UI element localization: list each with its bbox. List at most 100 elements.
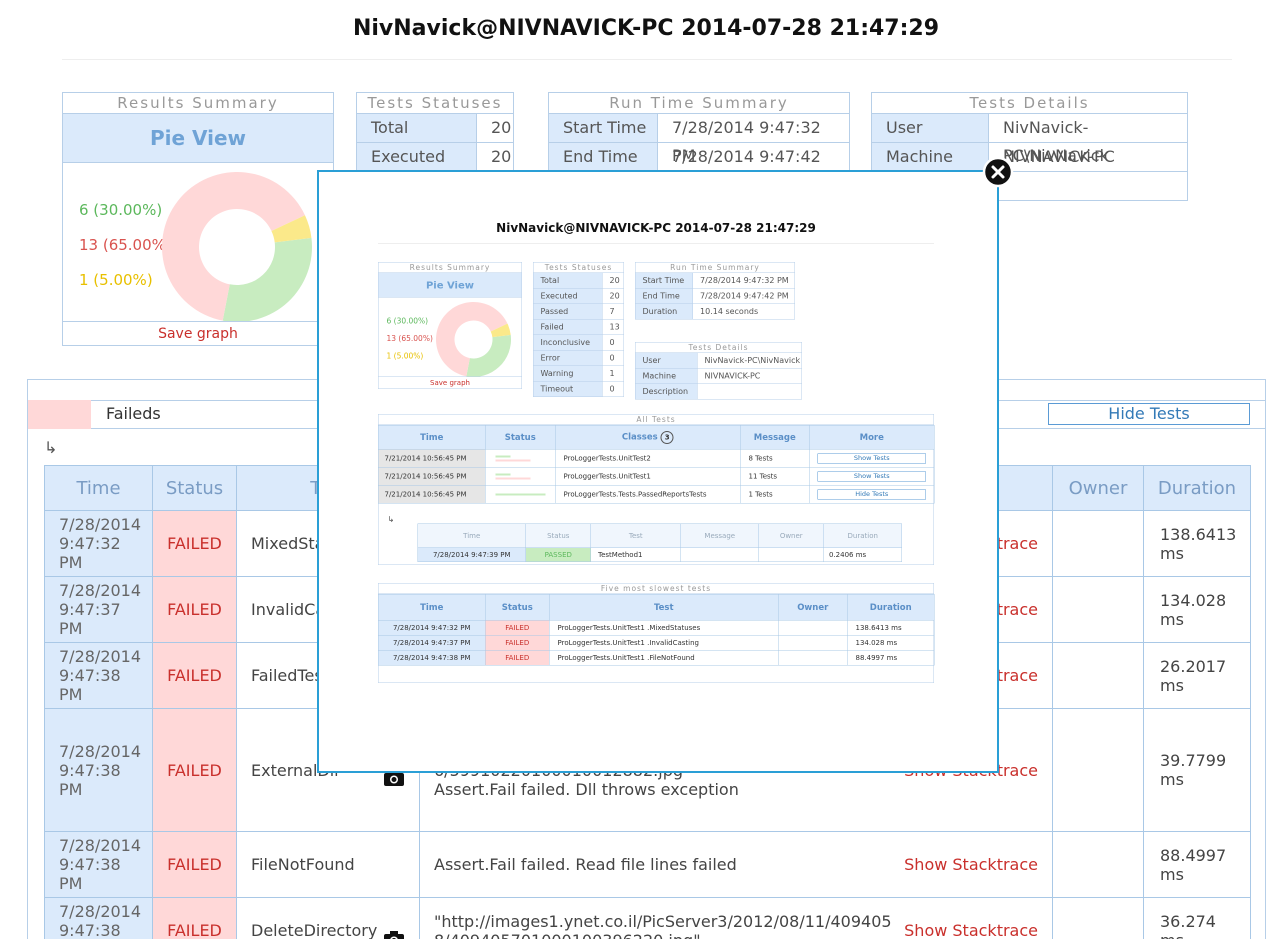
duration-cell: 0.2406 ms [823, 547, 902, 562]
column-header: Owner [758, 523, 824, 548]
box-title: Tests Statuses [357, 93, 513, 114]
time-cell: 7/28/2014 9:47:37 PM [378, 635, 486, 651]
class-count: 3 [660, 430, 674, 444]
column-header: Test [590, 523, 681, 548]
info-value: 7/28/2014 9:47:42 PM [672, 147, 821, 194]
show-tests-button[interactable]: Show Tests [817, 453, 926, 464]
sub-table: Time Status Test Message Owner Duration 7/28/2… [417, 523, 902, 562]
info-row: Timeout 0 [533, 381, 624, 397]
column-header: Classes 3 [555, 425, 741, 450]
info-row: Machine NIVNAVICK-PC [872, 143, 1187, 172]
message: Assert.Fail failed. Read file lines fail… [434, 855, 904, 874]
status-cell [485, 449, 556, 468]
box-title: Run Time Summary [635, 263, 795, 273]
duration-cell: 138.6413 ms [847, 620, 935, 636]
box-title: Tests Details [872, 93, 1187, 114]
info-row: Start Time 7/28/2014 9:47:32 PM [635, 273, 795, 289]
slow-row: 7/28/2014 9:47:32 PM FAILED ProLoggerTests… [378, 620, 935, 636]
info-box: Tests Details User NivNavick-PC\NivNavick M… [635, 342, 802, 400]
test-row: 7/28/2014 9:47:38 PM FAILED FileNotFound As… [44, 831, 1251, 898]
time-cell: 7/28/2014 9:47:37 PM [44, 576, 153, 643]
camera-icon[interactable] [383, 930, 405, 939]
column-header: Owner [778, 594, 848, 621]
info-value: 10.14 seconds [700, 306, 759, 317]
column-header: Message [680, 523, 759, 548]
info-label: Executed [357, 143, 477, 171]
info-label: Start Time [549, 114, 658, 142]
camera-lens-inner [391, 777, 397, 782]
info-row: Machine NIVNAVICK-PC [635, 368, 802, 384]
expand-arrow: ↳ [387, 514, 395, 525]
info-label: Total [357, 114, 477, 142]
all-tests-box: All Tests Time Status Classes 3 Message More 7/… [378, 414, 935, 565]
pie-chart [162, 172, 312, 321]
time-cell: 7/21/2014 10:56:45 PM [378, 467, 486, 486]
info-value: 7/28/2014 9:47:42 PM [700, 291, 789, 301]
time-cell: 7/21/2014 10:56:45 PM [378, 485, 486, 504]
info-value: 7/28/2014 9:47:32 PM [700, 275, 789, 286]
status-cell [485, 467, 556, 486]
results-summary: Results Summary Pie View 6 (30.00%) 13 (65.… [62, 92, 334, 346]
expand-arrow: ↳ [44, 438, 58, 457]
status-cell: FAILED [152, 831, 237, 898]
pie-legend: 1 (5.00%) [79, 271, 153, 289]
show-tests-button[interactable]: Show Tests [817, 471, 926, 482]
owner-cell [1052, 708, 1144, 832]
info-row: Total 20 [533, 273, 624, 289]
info-value: 20 [609, 291, 620, 301]
duration-cell: 88.4997 ms [1143, 831, 1251, 898]
time-cell: 7/28/2014 9:47:32 PM [378, 620, 486, 636]
show-stacktrace[interactable]: Show Stacktrace [904, 855, 1038, 874]
info-row: Total 20 [357, 114, 513, 143]
info-row: Executed 20 [533, 288, 624, 304]
info-value: NIVNAVICK-PC [1003, 147, 1115, 166]
test-name: DeleteDirectory [251, 921, 378, 939]
box-title: Tests Details [635, 343, 802, 353]
info-row: Passed 7 [533, 304, 624, 320]
class-cell: ProLoggerTests.UnitTest2 [555, 449, 741, 468]
owner-cell [1052, 831, 1144, 898]
info-row: Inconclusive 0 [533, 335, 624, 351]
pie-slice [490, 323, 511, 338]
info-value: NIVNAVICK-PC [704, 371, 761, 381]
pie-area: 6 (30.00%) 13 (65.00%) 1 (5.00%) [63, 163, 333, 322]
divider [62, 59, 1232, 60]
close-button[interactable] [982, 156, 1014, 188]
slowest-table: Time Status Test Owner Duration 7/28/2014 9:4… [378, 594, 935, 666]
info-row: Error 0 [533, 350, 624, 366]
pie-slice [162, 172, 305, 321]
test-cell: DeleteDirectory [236, 897, 420, 939]
status-cell: FAILED [485, 620, 550, 636]
info-label: Warning [533, 366, 603, 381]
box-title: Tests Statuses [533, 263, 624, 273]
duration-cell: 26.2017 ms [1143, 642, 1251, 709]
show-tests-button[interactable]: Hide Tests [817, 489, 926, 500]
save-graph[interactable]: Save graph [430, 379, 470, 387]
message-cell: 1 Tests [740, 485, 810, 504]
message-cell: 8 Tests [740, 449, 810, 468]
info-label: Duration [635, 304, 693, 319]
pie-slice [436, 302, 508, 377]
info-row: Description [635, 384, 802, 399]
owner-cell [758, 547, 824, 562]
more-cell: Show Tests [809, 467, 935, 486]
show-stacktrace[interactable]: Show Stacktrace [904, 921, 1038, 939]
status-bar-pass [495, 455, 511, 458]
info-value: 7 [609, 306, 615, 317]
owner-cell [1052, 510, 1144, 577]
slow-row: 7/28/2014 9:47:38 PM FAILED ProLoggerTests… [378, 650, 935, 666]
info-label: User [872, 114, 989, 142]
info-label: Description [635, 384, 698, 399]
owner-cell [1052, 576, 1144, 643]
info-value: 20 [491, 118, 512, 137]
preview-modal: NivNavick@NIVNAVICK-PC 2014-07-28 21:47:… [317, 170, 999, 773]
column-header: Status [485, 425, 556, 450]
save-graph[interactable]: Save graph [158, 326, 238, 342]
info-label: Inconclusive [533, 335, 603, 350]
info-row: User NivNavick-PC\NivNavick [872, 114, 1187, 165]
time-cell: 7/28/2014 9:47:38 PM [44, 897, 153, 939]
pie-legend: 13 (65.00%) [79, 236, 172, 254]
hide-tests-button[interactable]: Hide Tests [1048, 403, 1250, 425]
time-cell: 7/28/2014 9:47:39 PM [417, 547, 526, 562]
duration-cell: 36.274 ms [1143, 897, 1251, 939]
